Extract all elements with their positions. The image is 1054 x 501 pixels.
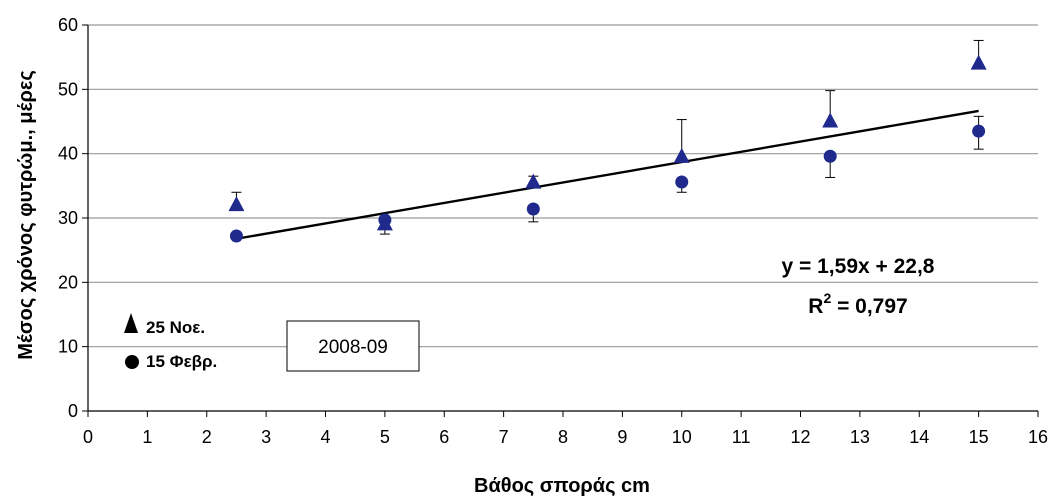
r-squared-label: R2 = 0,797 <box>808 290 907 318</box>
y-tick-label: 60 <box>58 15 78 35</box>
x-tick-labels: 0 1 2 3 4 5 6 7 8 9 10 11 12 13 14 15 16 <box>83 427 1048 447</box>
axes <box>82 24 1039 417</box>
data-point-triangle <box>970 54 987 70</box>
x-tick-label: 16 <box>1028 427 1048 447</box>
y-tick-label: 30 <box>58 208 78 228</box>
trendline <box>236 109 979 240</box>
r2-value: = 0,797 <box>831 295 907 318</box>
legend-triangle-icon <box>124 313 138 333</box>
x-tick-label: 9 <box>617 427 627 447</box>
x-tick-label: 8 <box>558 427 568 447</box>
r2-letter: R <box>808 295 823 318</box>
legend: 25 Νοε. 15 Φεβρ. <box>124 313 217 371</box>
y-tick-labels: 0 10 20 30 40 50 60 <box>58 15 78 421</box>
x-tick-label: 13 <box>850 427 870 447</box>
y-tick-label: 10 <box>58 337 78 357</box>
x-tick-label: 6 <box>439 427 449 447</box>
data-point-triangle <box>228 196 245 212</box>
trendline-line <box>236 109 979 240</box>
x-axis-title: Βάθος σποράς cm <box>474 475 650 497</box>
y-tick-label: 50 <box>58 79 78 99</box>
x-tick-label: 4 <box>320 427 330 447</box>
x-tick-label: 7 <box>499 427 509 447</box>
annotation-box-text: 2008-09 <box>318 337 388 358</box>
data-point-circle <box>823 149 837 163</box>
data-point-circle <box>675 175 689 189</box>
y-axis-title: Μέσος χρόνος φυτρώμ., μέρες <box>15 70 37 360</box>
legend-entry-15-fevr: 15 Φεβρ. <box>146 352 217 371</box>
y-tick-label: 0 <box>68 401 78 421</box>
x-tick-label: 3 <box>261 427 271 447</box>
legend-circle-icon <box>125 355 139 369</box>
x-tick-label: 1 <box>142 427 152 447</box>
y-tick-label: 40 <box>58 144 78 164</box>
x-tick-label: 12 <box>790 427 810 447</box>
legend-entry-25-noe: 25 Νοε. <box>146 318 205 337</box>
data-point-circle <box>229 229 243 243</box>
x-tick-label: 10 <box>672 427 692 447</box>
data-points <box>228 54 987 243</box>
data-point-circle <box>526 202 540 216</box>
annotation-box: 2008-09 <box>286 320 420 372</box>
grid-lines <box>88 24 1038 348</box>
x-tick-label: 11 <box>732 427 751 447</box>
x-tick-label: 5 <box>380 427 390 447</box>
data-point-triangle <box>673 147 690 163</box>
x-tick-label: 2 <box>202 427 212 447</box>
data-point-circle <box>378 213 392 227</box>
data-point-triangle <box>525 173 542 189</box>
data-point-triangle <box>822 112 839 128</box>
r2-exponent: 2 <box>823 290 831 306</box>
x-tick-label: 14 <box>909 427 929 447</box>
data-point-circle <box>972 124 986 138</box>
y-tick-label: 20 <box>58 272 78 292</box>
error-bars <box>231 39 984 235</box>
trendline-equation: y = 1,59x + 22,8 <box>782 255 935 278</box>
x-tick-label: 0 <box>83 427 93 447</box>
x-tick-label: 15 <box>969 427 989 447</box>
annotation-box-frame <box>286 320 420 372</box>
